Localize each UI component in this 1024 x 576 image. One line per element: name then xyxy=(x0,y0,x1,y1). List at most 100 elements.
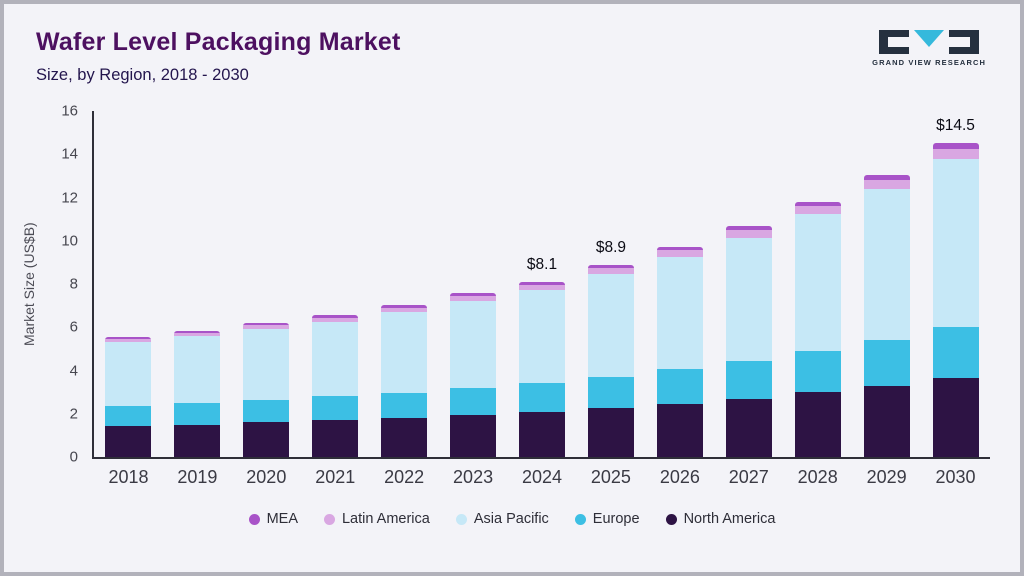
bar-column-2022: 2022 xyxy=(370,111,439,487)
legend-item-north-america: North America xyxy=(665,511,776,527)
bar-segment-north-america xyxy=(932,378,979,457)
bar-column-2027: 2027 xyxy=(714,111,783,487)
brand-logo-text: GRAND VIEW RESEARCH xyxy=(872,58,986,67)
bar-segment-north-america xyxy=(105,425,152,457)
bar-segment-latin-america xyxy=(105,339,152,343)
bar-segment-asia-pacific xyxy=(174,335,221,403)
legend-label-asia-pacific: Asia Pacific xyxy=(473,511,549,527)
bar-segment-north-america xyxy=(518,411,565,457)
bar-segment-mea xyxy=(174,330,221,333)
bar-value-label-2025: $8.9 xyxy=(595,238,626,256)
bar-stack-2028 xyxy=(794,201,841,457)
bar-segment-europe xyxy=(518,383,565,412)
bar-segment-latin-america xyxy=(725,229,772,238)
legend-label-north-america: North America xyxy=(683,511,776,527)
bar-segment-asia-pacific xyxy=(450,301,497,388)
bar-segment-mea xyxy=(243,322,290,326)
legend-label-latin-america: Latin America xyxy=(341,511,430,527)
bar-segment-mea xyxy=(656,247,703,251)
bar-segment-mea xyxy=(863,174,910,181)
bar-column-2024: $8.1 2024 xyxy=(508,111,577,487)
page-title: Wafer Level Packaging Market xyxy=(36,28,401,56)
bar-segment-europe xyxy=(587,376,634,409)
legend-label-europe: Europe xyxy=(592,511,640,527)
legend-dot-europe xyxy=(574,513,586,525)
y-axis-title: Market Size (US$B) xyxy=(21,222,37,346)
bar-segment-europe xyxy=(863,340,910,386)
bar-segment-north-america xyxy=(243,422,290,457)
y-axis-ticks: 0 2 4 6 8 10 12 14 16 xyxy=(46,103,86,466)
bar-stack-2029 xyxy=(863,174,910,457)
bar-stack-2021 xyxy=(312,315,359,457)
y-tick-label: 8 xyxy=(69,275,78,293)
x-tick-label: 2027 xyxy=(728,467,769,487)
bar-segment-mea xyxy=(312,315,359,318)
bar-segment-mea xyxy=(725,225,772,230)
bar-value-label-2024: $8.1 xyxy=(526,255,558,273)
bar-column-2020: 2020 xyxy=(232,111,301,487)
bar-segment-asia-pacific xyxy=(243,329,290,400)
bar-segment-mea xyxy=(518,281,565,286)
bar-stack-2030 xyxy=(932,143,979,457)
page-subtitle: Size, by Region, 2018 - 2030 xyxy=(36,66,249,84)
bar-segment-asia-pacific xyxy=(794,213,841,352)
legend-item-europe: Europe xyxy=(574,511,640,527)
x-tick-label: 2020 xyxy=(246,467,287,487)
bar-column-2028: 2028 xyxy=(783,111,852,487)
bar-column-2030: $14.5 2030 xyxy=(921,111,990,487)
bar-stack-2022 xyxy=(381,304,428,457)
x-tick-label: 2030 xyxy=(935,467,976,487)
y-tick-label: 6 xyxy=(69,318,78,336)
x-tick-label: 2022 xyxy=(384,467,425,487)
x-tick-label: 2024 xyxy=(521,467,563,487)
bar-stack-2027 xyxy=(725,225,772,457)
bar-segment-north-america xyxy=(450,414,497,457)
bar-stack-2026 xyxy=(656,247,703,457)
bar-segment-latin-america xyxy=(518,285,565,291)
bar-column-2019: 2019 xyxy=(163,111,232,487)
bar-segment-asia-pacific xyxy=(656,256,703,370)
bar-stack-2024 xyxy=(518,281,565,457)
x-tick-label: 2026 xyxy=(659,467,700,487)
bar-segment-mea xyxy=(105,336,152,340)
y-tick-label: 10 xyxy=(61,232,78,250)
x-tick-label: 2025 xyxy=(590,467,631,487)
x-tick-label: 2018 xyxy=(108,467,149,487)
grand-view-research-logo-icon xyxy=(879,30,980,54)
bar-segment-asia-pacific xyxy=(381,312,428,394)
bar-segment-north-america xyxy=(587,408,634,457)
legend-item-latin-america: Latin America xyxy=(323,511,430,527)
bar-column-2025: $8.9 2025 xyxy=(576,111,645,487)
y-tick-label: 12 xyxy=(61,189,78,206)
bar-segment-latin-america xyxy=(794,206,841,214)
legend-dot-north-america xyxy=(665,513,677,525)
title-block: Wafer Level Packaging Market Size, by Re… xyxy=(36,28,401,85)
bar-segment-mea xyxy=(450,292,497,296)
legend-dot-mea xyxy=(248,513,260,525)
y-tick-label: 2 xyxy=(69,405,78,423)
x-tick-label: 2021 xyxy=(315,467,356,487)
bar-segment-mea xyxy=(794,201,841,207)
bar-segment-europe xyxy=(725,360,772,399)
legend-dot-asia-pacific xyxy=(455,513,467,525)
bar-segment-mea xyxy=(587,264,634,268)
bar-segment-asia-pacific xyxy=(932,158,979,328)
bar-stack-2023 xyxy=(450,292,497,457)
bar-segment-europe xyxy=(932,327,979,379)
bar-segment-latin-america xyxy=(932,148,979,159)
bar-segment-asia-pacific xyxy=(312,321,359,397)
bar-segment-asia-pacific xyxy=(518,290,565,384)
bar-segment-europe xyxy=(450,387,497,415)
bar-segment-europe xyxy=(243,399,290,423)
bar-stack-2018 xyxy=(105,336,152,457)
bar-segment-asia-pacific xyxy=(863,188,910,341)
bar-segment-europe xyxy=(381,393,428,419)
legend-label-mea: MEA xyxy=(266,511,298,527)
bar-segment-latin-america xyxy=(863,180,910,189)
bar-segment-north-america xyxy=(725,398,772,457)
bar-segment-latin-america xyxy=(381,307,428,313)
y-tick-label: 16 xyxy=(61,102,78,120)
bar-segment-north-america xyxy=(381,418,428,457)
y-tick-label: 4 xyxy=(69,362,78,379)
x-tick-label: 2019 xyxy=(177,467,218,487)
